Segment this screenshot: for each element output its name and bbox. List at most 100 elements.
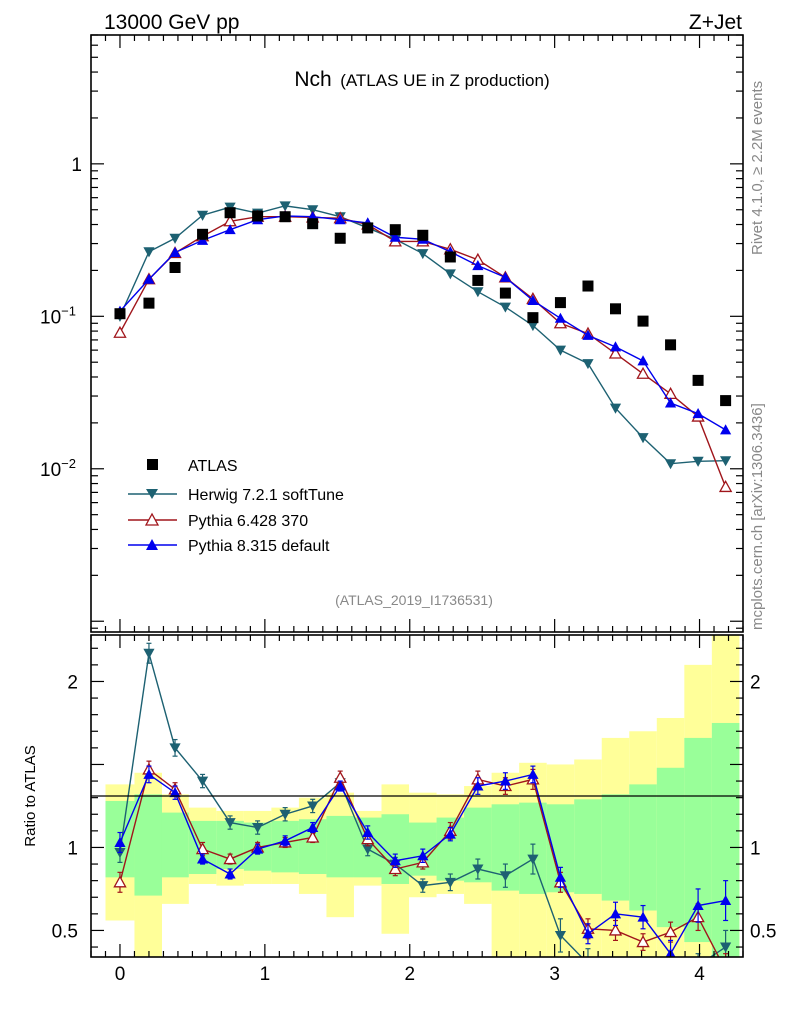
ratio-point-pythia-8-315-default (307, 821, 319, 833)
main-point-pythia-8-315-default (692, 408, 704, 419)
ratio-point-pythia-8-315-default (196, 853, 209, 864)
ratio-point-herwig-7-2-1-softtune (665, 981, 676, 991)
axes: 0 1 2 3 4 1 10−1 10−2 0.5 0.5 1 1 2 2 (40, 34, 776, 985)
y-tick-label-ratio-right: 1 (750, 838, 761, 859)
ratio-point-herwig-7-2-1-softtune (582, 959, 593, 969)
main-point-atlas (637, 315, 649, 327)
legend-label-atlas: ATLAS (188, 458, 238, 475)
main-point-pythia-6-428-370 (636, 366, 650, 379)
main-point-herwig-7-2-1-softtune (582, 359, 594, 370)
main-point-pythia-6-428-370 (608, 346, 623, 359)
legend-label-pythia8: Pythia 8.315 default (188, 538, 330, 555)
ratio-ylabel: Ratio to ATLAS (22, 745, 39, 846)
main-point-pythia-8-315-default (143, 273, 155, 284)
ratio-point-herwig-7-2-1-softtune (499, 871, 511, 882)
ratio-point-pythia-6-428-370 (305, 830, 320, 843)
ratio-point-herwig-7-2-1-softtune (527, 854, 539, 865)
main-panel-frame (90, 34, 744, 633)
main-point-herwig-7-2-1-softtune (527, 321, 539, 332)
legend-marker-herwig (146, 489, 158, 499)
ratio-point-pythia-8-315-default (692, 899, 704, 911)
ratio-point-herwig-7-2-1-softtune (169, 743, 181, 754)
ratio-point-pythia-6-428-370 (663, 925, 678, 938)
ratio-point-herwig-7-2-1-softtune (252, 823, 264, 834)
legend-label-pythia6: Pythia 6.428 370 (188, 513, 308, 530)
main-point-herwig-7-2-1-softtune (196, 210, 209, 221)
ratio-point-pythia-6-428-370 (636, 935, 650, 948)
ratio-point-herwig-7-2-1-softtune (279, 809, 291, 820)
ratio-point-herwig-7-2-1-softtune (224, 818, 236, 829)
main-point-atlas (609, 303, 621, 315)
main-point-atlas (527, 312, 539, 324)
main-point-atlas (143, 297, 155, 309)
ratio-point-herwig-7-2-1-softtune (196, 776, 209, 787)
ratio-point-pythia-8-315-default (143, 768, 155, 779)
ratio-band-inner (134, 794, 162, 896)
main-point-herwig-7-2-1-softtune (307, 205, 319, 216)
main-point-herwig-7-2-1-softtune (499, 302, 511, 313)
mcplots-source-label: mcplots.cern.ch [arXiv:1306.3436] (749, 403, 766, 630)
main-point-pythia-8-315-default (554, 312, 567, 323)
ratio-point-herwig-7-2-1-softtune (444, 877, 456, 888)
y-tick-label-ratio-left: 2 (67, 672, 78, 693)
plot-title: Nch (ATLAS UE in Z production) (294, 68, 549, 91)
main-point-atlas (252, 210, 264, 222)
x-tick-label: 2 (404, 964, 415, 985)
analysis-watermark: (ATLAS_2019_I1736531) (335, 592, 493, 608)
x-tick-label: 4 (694, 964, 705, 985)
main-point-herwig-7-2-1-softtune (143, 247, 155, 258)
legend-marker-atlas (147, 459, 158, 470)
main-point-pythia-8-315-default (582, 329, 594, 340)
header-energy: 13000 GeV pp (104, 11, 239, 34)
main-point-herwig-7-2-1-softtune (472, 287, 484, 298)
main-point-pythia-8-315-default (389, 231, 401, 242)
main-point-herwig-7-2-1-softtune (664, 459, 677, 470)
main-point-atlas (720, 395, 732, 407)
main-point-pythia-8-315-default (472, 260, 484, 271)
main-point-atlas (665, 339, 677, 351)
main-panel-series (113, 201, 733, 493)
ratio-point-pythia-8-315-default (334, 780, 346, 791)
x-tick-label: 0 (115, 964, 126, 985)
main-point-atlas (197, 228, 209, 240)
ratio-point-pythia-8-315-default (362, 826, 374, 837)
ratio-point-herwig-7-2-1-softtune (610, 972, 621, 982)
ratio-point-herwig-7-2-1-softtune (554, 930, 567, 942)
main-point-atlas (692, 374, 704, 386)
ratio-panel-series (113, 642, 732, 991)
ratio-point-pythia-8-315-default (224, 868, 236, 879)
main-point-pythia-8-315-default (720, 424, 732, 435)
main-point-herwig-7-2-1-softtune (692, 456, 704, 467)
ratio-point-pythia-6-428-370 (608, 923, 623, 936)
main-point-pythia-6-428-370 (718, 480, 733, 493)
main-point-pythia-8-315-default (664, 397, 677, 408)
y-tick-label-ratio-left: 0.5 (52, 921, 78, 942)
legend: ATLAS Herwig 7.2.1 softTune Pythia 6.428… (128, 458, 344, 555)
ratio-point-herwig-7-2-1-softtune (637, 979, 648, 989)
ratio-point-pythia-6-428-370 (388, 862, 402, 875)
main-point-atlas (279, 211, 291, 223)
legend-marker-pythia6 (144, 512, 160, 526)
main-point-pythia-8-315-default (609, 341, 622, 352)
main-point-atlas (582, 280, 594, 292)
rivet-label: Rivet 4.1.0, ≥ 2.2M events (749, 81, 766, 255)
ratio-point-pythia-8-315-default (554, 871, 567, 882)
main-point-pythia-8-315-default (637, 355, 649, 366)
plot-title-main: Nch (294, 68, 331, 91)
ratio-point-pythia-6-428-370 (223, 852, 237, 865)
legend-label-herwig: Herwig 7.2.1 softTune (188, 487, 344, 504)
ratio-point-pythia-6-428-370 (720, 965, 731, 975)
ratio-point-pythia-8-315-default (169, 787, 181, 798)
ratio-band-inner (161, 812, 189, 878)
ratio-band-inner (711, 722, 740, 957)
main-point-herwig-7-2-1-softtune (169, 233, 181, 244)
ratio-point-pythia-6-428-370 (113, 875, 127, 888)
ratio-point-herwig-7-2-1-softtune (472, 864, 484, 875)
main-point-atlas (417, 229, 429, 241)
main-point-atlas (334, 232, 346, 244)
main-point-herwig-7-2-1-softtune (609, 403, 622, 414)
ratio-point-pythia-8-315-default (499, 775, 511, 786)
ratio-point-pythia-8-315-default (114, 836, 126, 847)
main-point-atlas (362, 222, 374, 234)
y-tick-label-ratio-left: 1 (67, 838, 78, 859)
